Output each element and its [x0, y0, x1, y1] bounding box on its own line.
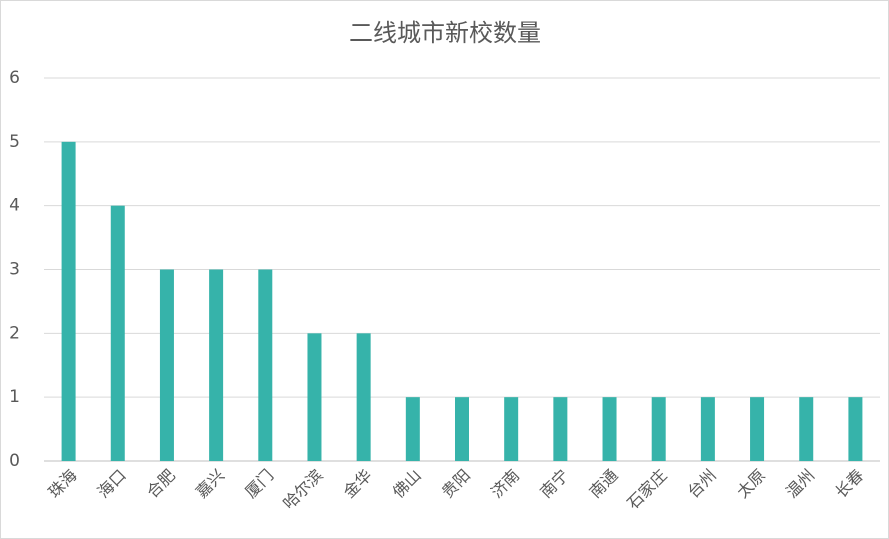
y-tick-label: 2 — [9, 323, 20, 343]
bar — [356, 333, 371, 461]
bar — [405, 397, 420, 461]
bar — [553, 397, 568, 461]
bar — [799, 397, 814, 461]
chart-title: 二线城市新校数量 — [349, 19, 541, 47]
y-tick-label: 1 — [9, 387, 20, 407]
bar — [602, 397, 617, 461]
bar — [258, 269, 273, 461]
bar — [504, 397, 519, 461]
bar — [61, 141, 76, 462]
bar — [159, 269, 174, 461]
bar — [700, 397, 715, 461]
bar — [651, 397, 666, 461]
bar — [848, 397, 863, 461]
bar — [110, 205, 125, 461]
y-tick-label: 5 — [9, 132, 20, 152]
bar — [307, 333, 322, 461]
y-tick-label: 0 — [9, 451, 20, 471]
y-tick-label: 6 — [9, 68, 20, 88]
bar — [455, 397, 469, 461]
y-tick-label: 3 — [9, 260, 20, 280]
bar — [750, 397, 765, 461]
bar — [209, 269, 224, 461]
y-tick-label: 4 — [9, 196, 20, 216]
